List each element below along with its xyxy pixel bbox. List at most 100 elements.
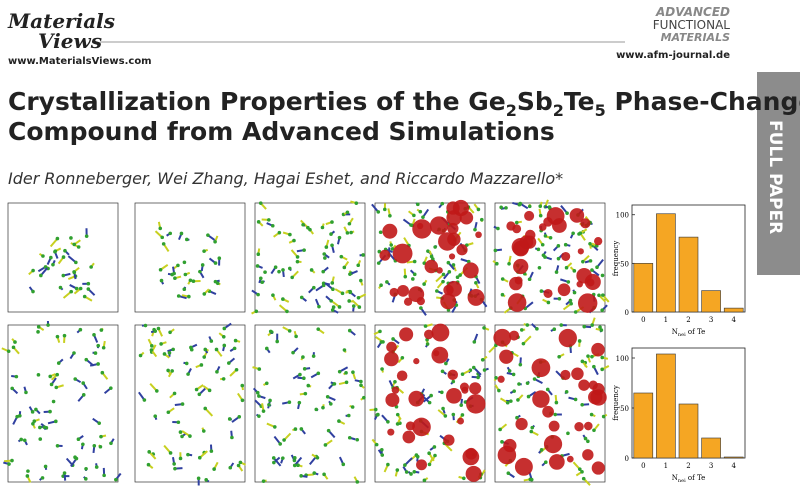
atom bbox=[270, 223, 275, 228]
atom bbox=[84, 234, 89, 238]
atom bbox=[277, 269, 281, 274]
cavity bbox=[461, 386, 469, 394]
atom bbox=[412, 272, 417, 277]
atom bbox=[600, 367, 604, 372]
atom bbox=[302, 248, 306, 252]
atom bbox=[158, 267, 163, 272]
atom bbox=[557, 296, 562, 301]
atom bbox=[158, 226, 163, 231]
atom bbox=[240, 383, 245, 388]
atom bbox=[191, 279, 196, 284]
atom bbox=[143, 323, 148, 328]
atom bbox=[403, 274, 408, 279]
atom bbox=[54, 385, 59, 390]
atom bbox=[601, 414, 606, 419]
atom bbox=[299, 427, 304, 431]
atom bbox=[495, 261, 499, 266]
cavity bbox=[396, 370, 408, 382]
cavity bbox=[424, 259, 439, 274]
atom bbox=[390, 247, 395, 251]
atom bbox=[302, 367, 307, 371]
atom bbox=[179, 231, 184, 236]
atom bbox=[580, 470, 584, 474]
atom bbox=[446, 260, 451, 265]
atom bbox=[55, 236, 60, 241]
atom bbox=[53, 249, 57, 254]
atom bbox=[590, 323, 594, 327]
atom bbox=[173, 466, 177, 471]
y-tick-label: 50 bbox=[620, 260, 629, 268]
atom bbox=[412, 213, 416, 218]
atom bbox=[200, 263, 205, 267]
cavity bbox=[561, 251, 571, 261]
atom bbox=[499, 205, 503, 210]
cavity bbox=[412, 417, 431, 437]
atom bbox=[505, 400, 510, 405]
atom bbox=[202, 249, 206, 253]
atom bbox=[316, 371, 321, 376]
atom bbox=[187, 294, 191, 299]
atom bbox=[419, 306, 423, 310]
atom bbox=[600, 355, 605, 360]
logo-text: MATERIALS bbox=[661, 31, 731, 44]
atom bbox=[42, 425, 47, 430]
cavity bbox=[469, 382, 482, 395]
atom bbox=[586, 354, 590, 358]
atom bbox=[172, 391, 177, 396]
atom bbox=[429, 393, 433, 398]
atom bbox=[160, 235, 165, 240]
x-tick-label: 2 bbox=[686, 316, 690, 324]
atom bbox=[86, 281, 91, 286]
atom bbox=[221, 377, 226, 381]
atom bbox=[58, 285, 63, 290]
atom bbox=[55, 444, 60, 448]
atom bbox=[321, 405, 325, 410]
atom bbox=[580, 402, 584, 407]
atom bbox=[74, 456, 79, 461]
atom bbox=[202, 292, 207, 296]
atom bbox=[330, 243, 334, 248]
atom bbox=[204, 477, 209, 482]
atom bbox=[564, 390, 569, 394]
atom bbox=[232, 346, 237, 351]
atom bbox=[347, 299, 351, 303]
cavity bbox=[543, 217, 553, 227]
atom bbox=[373, 407, 378, 412]
x-tick-label: 0 bbox=[641, 462, 645, 470]
atom bbox=[94, 465, 99, 469]
atom bbox=[451, 379, 456, 384]
atom bbox=[554, 400, 559, 405]
atom bbox=[348, 289, 353, 294]
atom bbox=[525, 381, 530, 385]
atom bbox=[521, 341, 526, 346]
atom bbox=[598, 325, 602, 329]
atom bbox=[308, 227, 312, 232]
atom bbox=[443, 414, 448, 418]
atom bbox=[199, 363, 204, 367]
atom bbox=[72, 351, 76, 355]
atom bbox=[441, 272, 446, 277]
atom bbox=[395, 412, 400, 417]
cavity bbox=[558, 328, 577, 348]
atom bbox=[182, 260, 187, 265]
x-axis-label-part: N bbox=[672, 474, 678, 482]
cell-box bbox=[374, 202, 486, 313]
atom bbox=[39, 273, 43, 278]
atom bbox=[92, 443, 97, 448]
atom bbox=[329, 232, 333, 236]
x-axis-label-part: of Te bbox=[686, 474, 706, 482]
atom bbox=[49, 255, 53, 260]
atom bbox=[528, 477, 533, 482]
atom bbox=[427, 462, 432, 467]
atom bbox=[341, 462, 346, 467]
cavity bbox=[580, 218, 591, 229]
atom bbox=[256, 220, 261, 224]
atom bbox=[178, 430, 183, 434]
atom bbox=[25, 474, 30, 478]
bar bbox=[656, 213, 676, 313]
atom bbox=[349, 230, 353, 235]
bar bbox=[701, 437, 721, 459]
cavity bbox=[542, 405, 554, 418]
atom bbox=[539, 448, 544, 452]
